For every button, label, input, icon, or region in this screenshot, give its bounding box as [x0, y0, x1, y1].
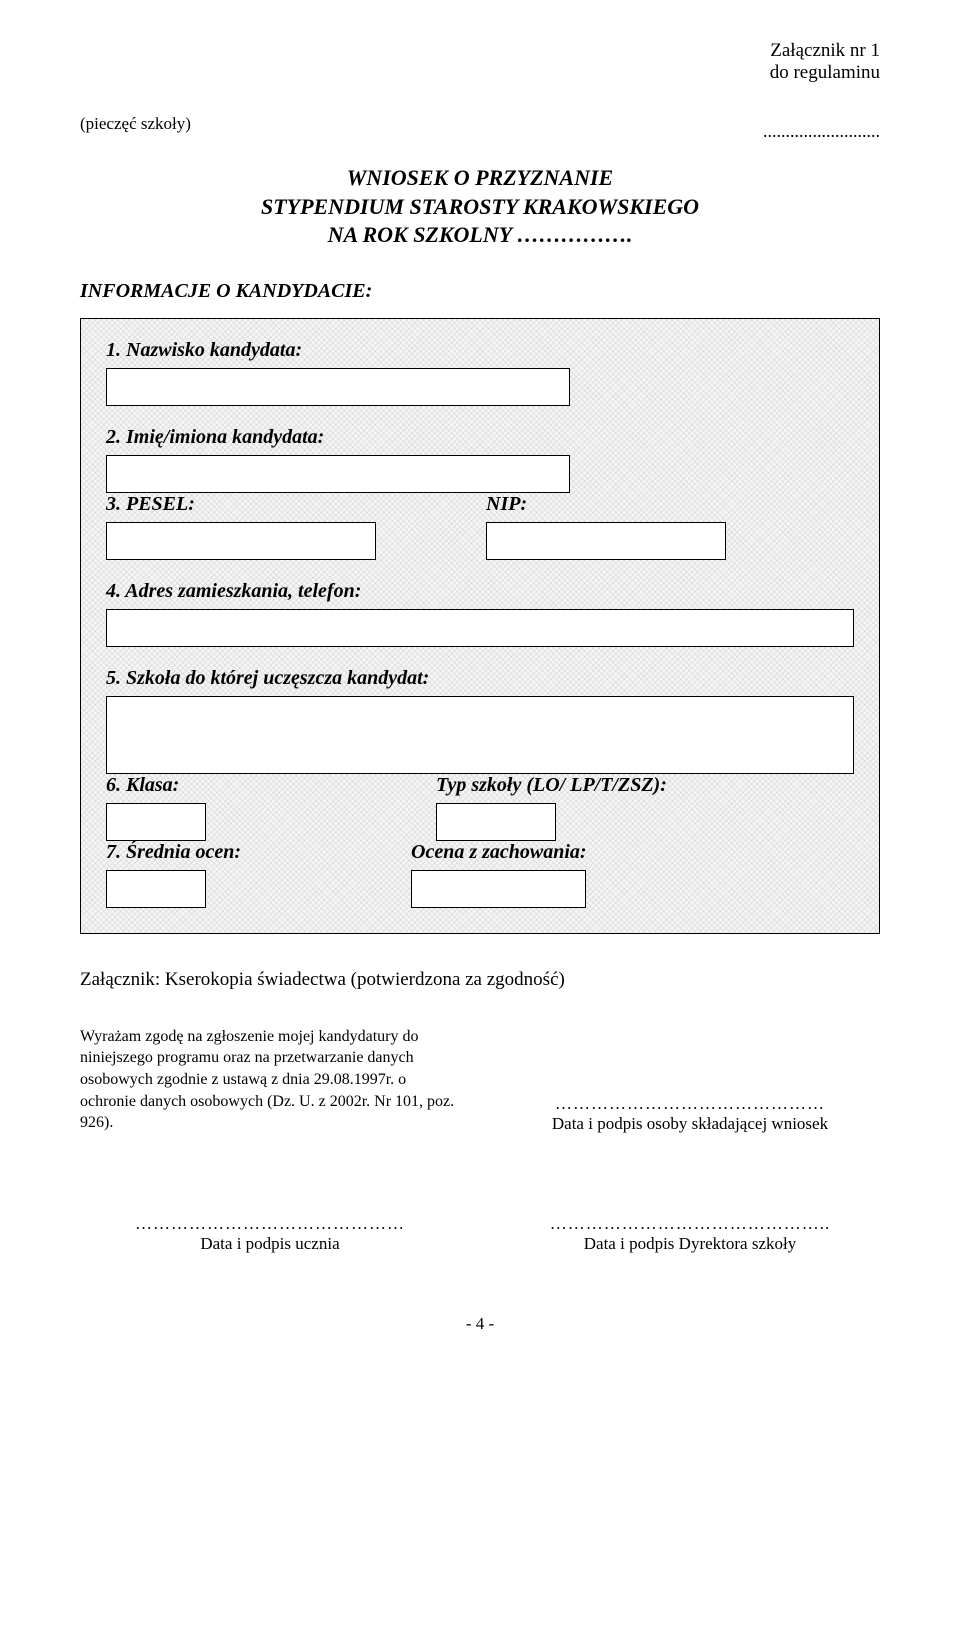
label-avg-grade: 7. Średnia ocen: [106, 841, 241, 864]
label-school: 5. Szkoła do której uczęszcza kandydat: [106, 667, 854, 690]
input-pesel[interactable] [106, 522, 376, 560]
label-nip: NIP: [486, 493, 726, 516]
label-behavior-grade: Ocena z zachowania: [411, 841, 587, 864]
label-firstname: 2. Imię/imiona kandydata: [106, 426, 854, 449]
school-stamp-label: (pieczęć szkoły) [80, 114, 191, 134]
header-attachment: Załącznik nr 1 do regulaminu [80, 40, 880, 84]
title-line-2: STYPENDIUM STAROSTY KRAKOWSKIEGO [80, 193, 880, 222]
input-behavior-grade[interactable] [411, 870, 586, 908]
attachment-note: Załącznik: Kserokopia świadectwa (potwie… [80, 969, 880, 991]
signature-student-block: ……………………………………… Data i podpis ucznia [80, 1214, 460, 1254]
label-submitter-signature: Data i podpis osoby składającej wniosek [500, 1114, 880, 1134]
consent-text: Wyrażam zgodę na zgłoszenie mojej kandyd… [80, 1026, 460, 1134]
dots-student: ……………………………………… [80, 1214, 460, 1234]
signature-director-block: ……………………………………….. Data i podpis Dyrektor… [500, 1214, 880, 1254]
candidate-form-box: 1. Nazwisko kandydata: 2. Imię/imiona ka… [80, 318, 880, 934]
attachment-ref-2: do regulaminu [80, 62, 880, 84]
input-school[interactable] [106, 696, 854, 774]
label-address: 4. Adres zamieszkania, telefon: [106, 580, 854, 603]
label-student-signature: Data i podpis ucznia [80, 1234, 460, 1254]
dots-placeholder: .......................... [763, 121, 880, 142]
input-class[interactable] [106, 803, 206, 841]
input-address[interactable] [106, 609, 854, 647]
label-director-signature: Data i podpis Dyrektora szkoły [500, 1234, 880, 1254]
label-pesel: 3. PESEL: [106, 493, 376, 516]
dots-submitter: ……………………………………… [500, 1094, 880, 1114]
input-nip[interactable] [486, 522, 726, 560]
input-firstname[interactable] [106, 455, 570, 493]
attachment-ref-1: Załącznik nr 1 [80, 40, 880, 62]
label-class: 6. Klasa: [106, 774, 206, 797]
title-line-3: NA ROK SZKOLNY ……………. [80, 221, 880, 250]
dots-director: ……………………………………….. [500, 1214, 880, 1234]
label-surname: 1. Nazwisko kandydata: [106, 339, 854, 362]
signature-submitter-block: ……………………………………… Data i podpis osoby skła… [500, 1094, 880, 1134]
page-number: - 4 - [80, 1314, 880, 1334]
label-school-type: Typ szkoły (LO/ LP/T/ZSZ): [436, 774, 667, 797]
title-line-1: WNIOSEK O PRZYZNANIE [80, 164, 880, 193]
document-title: WNIOSEK O PRZYZNANIE STYPENDIUM STAROSTY… [80, 164, 880, 250]
input-avg-grade[interactable] [106, 870, 206, 908]
input-school-type[interactable] [436, 803, 556, 841]
input-surname[interactable] [106, 368, 570, 406]
section-heading: INFORMACJE O KANDYDACIE: [80, 280, 880, 303]
